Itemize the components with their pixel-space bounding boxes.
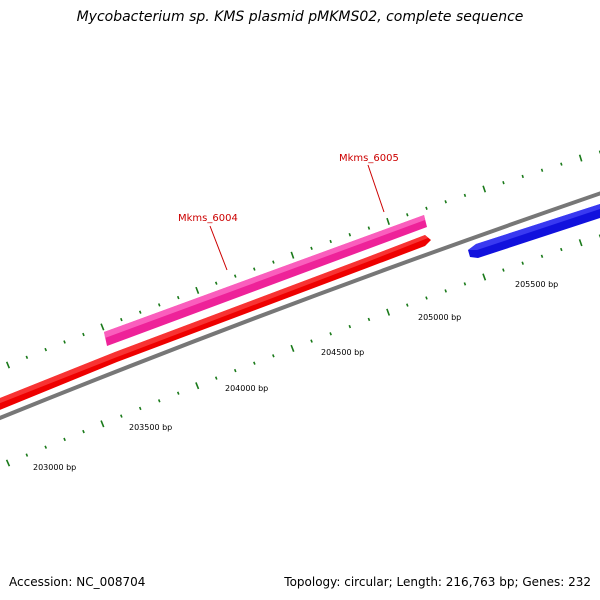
gene-mkms-6004[interactable] (104, 215, 427, 346)
scale-tick (233, 368, 237, 373)
scale-tick (5, 361, 11, 369)
sequence-backbone (0, 191, 600, 421)
scale-tick (253, 267, 256, 271)
accession-text: Accession: NC_008704 (9, 575, 146, 589)
scale-tick (482, 273, 487, 281)
scale-tick (253, 361, 256, 365)
scale-tick (44, 347, 48, 352)
scale-tick (329, 332, 332, 336)
scale-tick (482, 185, 487, 193)
gene-label-mkms-6004: Mkms_6004 (178, 213, 238, 224)
gene-mkms-6005[interactable] (0, 235, 431, 414)
scale-tick (540, 168, 544, 172)
label-line-mkms-6004 (209, 225, 228, 271)
scale-tick (195, 382, 200, 390)
scale-tick (44, 445, 48, 449)
scale-tick (463, 282, 467, 286)
scale-tick (138, 310, 142, 314)
summary-text: Topology: circular; Length: 216,763 bp; … (284, 575, 591, 589)
scale-tick (348, 324, 352, 329)
scale-label: 203000 bp (33, 463, 76, 472)
scale-tick (348, 233, 352, 237)
scale-tick (578, 239, 583, 247)
scale-tick (290, 251, 295, 259)
scale-tick (444, 200, 447, 204)
scale-tick (82, 332, 85, 337)
scale-tick (386, 308, 391, 316)
scale-tick (290, 344, 295, 352)
scale-label: 203500 bp (129, 423, 172, 432)
scale-tick (176, 391, 180, 395)
scale-tick (157, 399, 161, 403)
gene-blue[interactable] (468, 204, 600, 258)
scale-tick (214, 376, 218, 380)
scale-tick (310, 339, 313, 343)
scale-tick (120, 317, 123, 322)
scale-tick (100, 420, 105, 428)
scale-tick (310, 246, 313, 250)
inner-tick-track (5, 234, 600, 467)
scale-tick (176, 295, 180, 300)
scale-tick (63, 437, 66, 442)
scale-tick (367, 317, 371, 322)
scale-tick (560, 247, 563, 252)
scale-tick (25, 355, 29, 359)
scale-tick (425, 296, 428, 300)
scale-tick (63, 340, 66, 344)
scale-tick (329, 239, 332, 244)
label-line-mkms-6005 (367, 164, 385, 213)
scale-tick (120, 414, 123, 418)
scale-tick (386, 217, 390, 225)
scale-tick (214, 281, 218, 285)
scale-tick (82, 429, 85, 434)
scale-tick (157, 303, 161, 307)
scale-tick (444, 289, 447, 293)
scale-tick (502, 268, 505, 272)
map-title: Mycobacterium sp. KMS plasmid pMKMS02, c… (76, 9, 524, 25)
scale-tick (25, 453, 29, 457)
scale-tick (138, 406, 142, 411)
scale-tick (540, 254, 544, 258)
scale-tick (406, 303, 409, 307)
scale-tick (5, 459, 11, 467)
scale-tick (406, 213, 409, 217)
scale-label: 204500 bp (321, 348, 364, 357)
scale-tick (521, 174, 524, 179)
gene-label-mkms-6005: Mkms_6005 (339, 153, 399, 164)
scale-label: 205000 bp (418, 313, 461, 322)
scale-tick (502, 181, 505, 185)
scale-tick (521, 261, 524, 265)
scale-tick (100, 323, 105, 331)
scale-tick (425, 206, 428, 210)
scale-tick (367, 226, 371, 230)
scale-tick (272, 260, 275, 264)
scale-tick (272, 354, 275, 358)
scale-tick (560, 162, 563, 166)
scale-tick (195, 286, 200, 294)
scale-label: 204000 bp (225, 384, 268, 393)
scale-tick (463, 193, 467, 198)
scale-tick (233, 274, 237, 278)
scale-tick (578, 154, 583, 162)
scale-label: 205500 bp (515, 280, 558, 289)
